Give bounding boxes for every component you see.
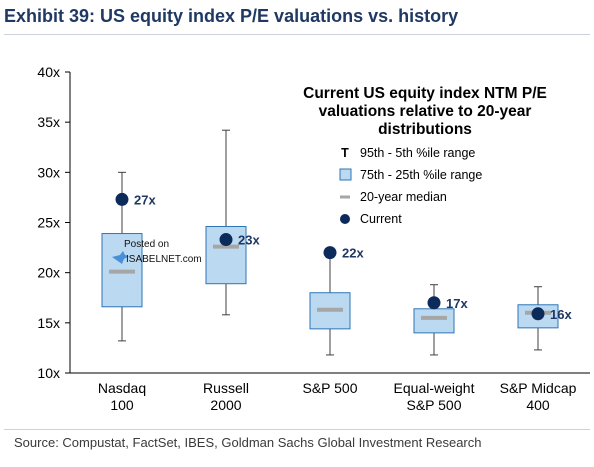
legend-item: 75th - 25th %ile range: [339, 168, 482, 182]
category-label: Russell: [203, 380, 249, 396]
legend-item: T 95th - 5th %ile range: [341, 146, 475, 160]
category-label: Equal-weight: [394, 380, 475, 396]
chart-axes: 10x 15x 20x 25x 30x 35x 40x: [37, 64, 590, 381]
box-group: 22x S&P 500: [302, 246, 364, 396]
current-value-label: 23x: [238, 233, 260, 248]
watermark-line-1: Posted on: [124, 239, 169, 250]
source-note: Source: Compustat, FactSet, IBES, Goldma…: [14, 435, 482, 450]
legend-item: Current: [340, 212, 402, 226]
y-tick-label: 40x: [37, 64, 60, 80]
iqr-box: [413, 308, 455, 334]
legend-title-line: Current US equity index NTM P/E: [303, 85, 547, 102]
exhibit-title: Exhibit 39: US equity index P/E valuatio…: [4, 6, 459, 26]
legend-item: 20-year median: [340, 190, 447, 204]
legend-current-swatch: [340, 214, 350, 224]
y-tick-label: 20x: [37, 265, 60, 281]
y-tick-label: 25x: [37, 215, 60, 231]
legend-title-line: valuations relative to 20-year: [319, 103, 532, 120]
legend-title-line: distributions: [378, 121, 472, 138]
current-value-label: 22x: [342, 246, 364, 261]
category-label-line-2: 2000: [210, 397, 241, 413]
y-tick-label: 35x: [37, 114, 60, 130]
bird-icon: [112, 251, 129, 264]
current-value-label: 17x: [446, 296, 468, 311]
legend-item-label: 20-year median: [360, 190, 447, 204]
current-dot: [115, 192, 129, 206]
watermark: Posted on ISABELNET.com: [112, 239, 202, 265]
footer-divider: [4, 429, 590, 430]
current-dot: [531, 307, 545, 321]
watermark-line-2: ISABELNET.com: [126, 254, 202, 265]
legend-whisker-symbol: T: [341, 146, 349, 160]
category-label-line-2: S&P 500: [406, 397, 461, 413]
current-value-label: 16x: [550, 307, 572, 322]
current-dot: [219, 233, 233, 247]
legend-item-label: 95th - 5th %ile range: [360, 146, 475, 160]
current-value-label: 27x: [134, 192, 156, 207]
category-label: S&P 500: [302, 380, 357, 396]
current-dot: [427, 296, 441, 310]
legend-item-label: 75th - 25th %ile range: [360, 168, 482, 182]
current-dot: [323, 246, 337, 260]
title-divider: [4, 34, 590, 35]
category-label-line-2: 400: [526, 397, 550, 413]
chart-legend: Current US equity index NTM P/Evaluation…: [303, 85, 547, 226]
legend-item-label: Current: [360, 212, 402, 226]
y-tick-label: 15x: [37, 315, 60, 331]
legend-box-swatch: [339, 168, 352, 181]
category-label-line-2: 100: [110, 397, 134, 413]
category-label: Nasdaq: [98, 380, 146, 396]
y-tick-label: 10x: [37, 365, 60, 381]
y-tick-label: 30x: [37, 164, 60, 180]
category-label: S&P Midcap: [500, 380, 577, 396]
